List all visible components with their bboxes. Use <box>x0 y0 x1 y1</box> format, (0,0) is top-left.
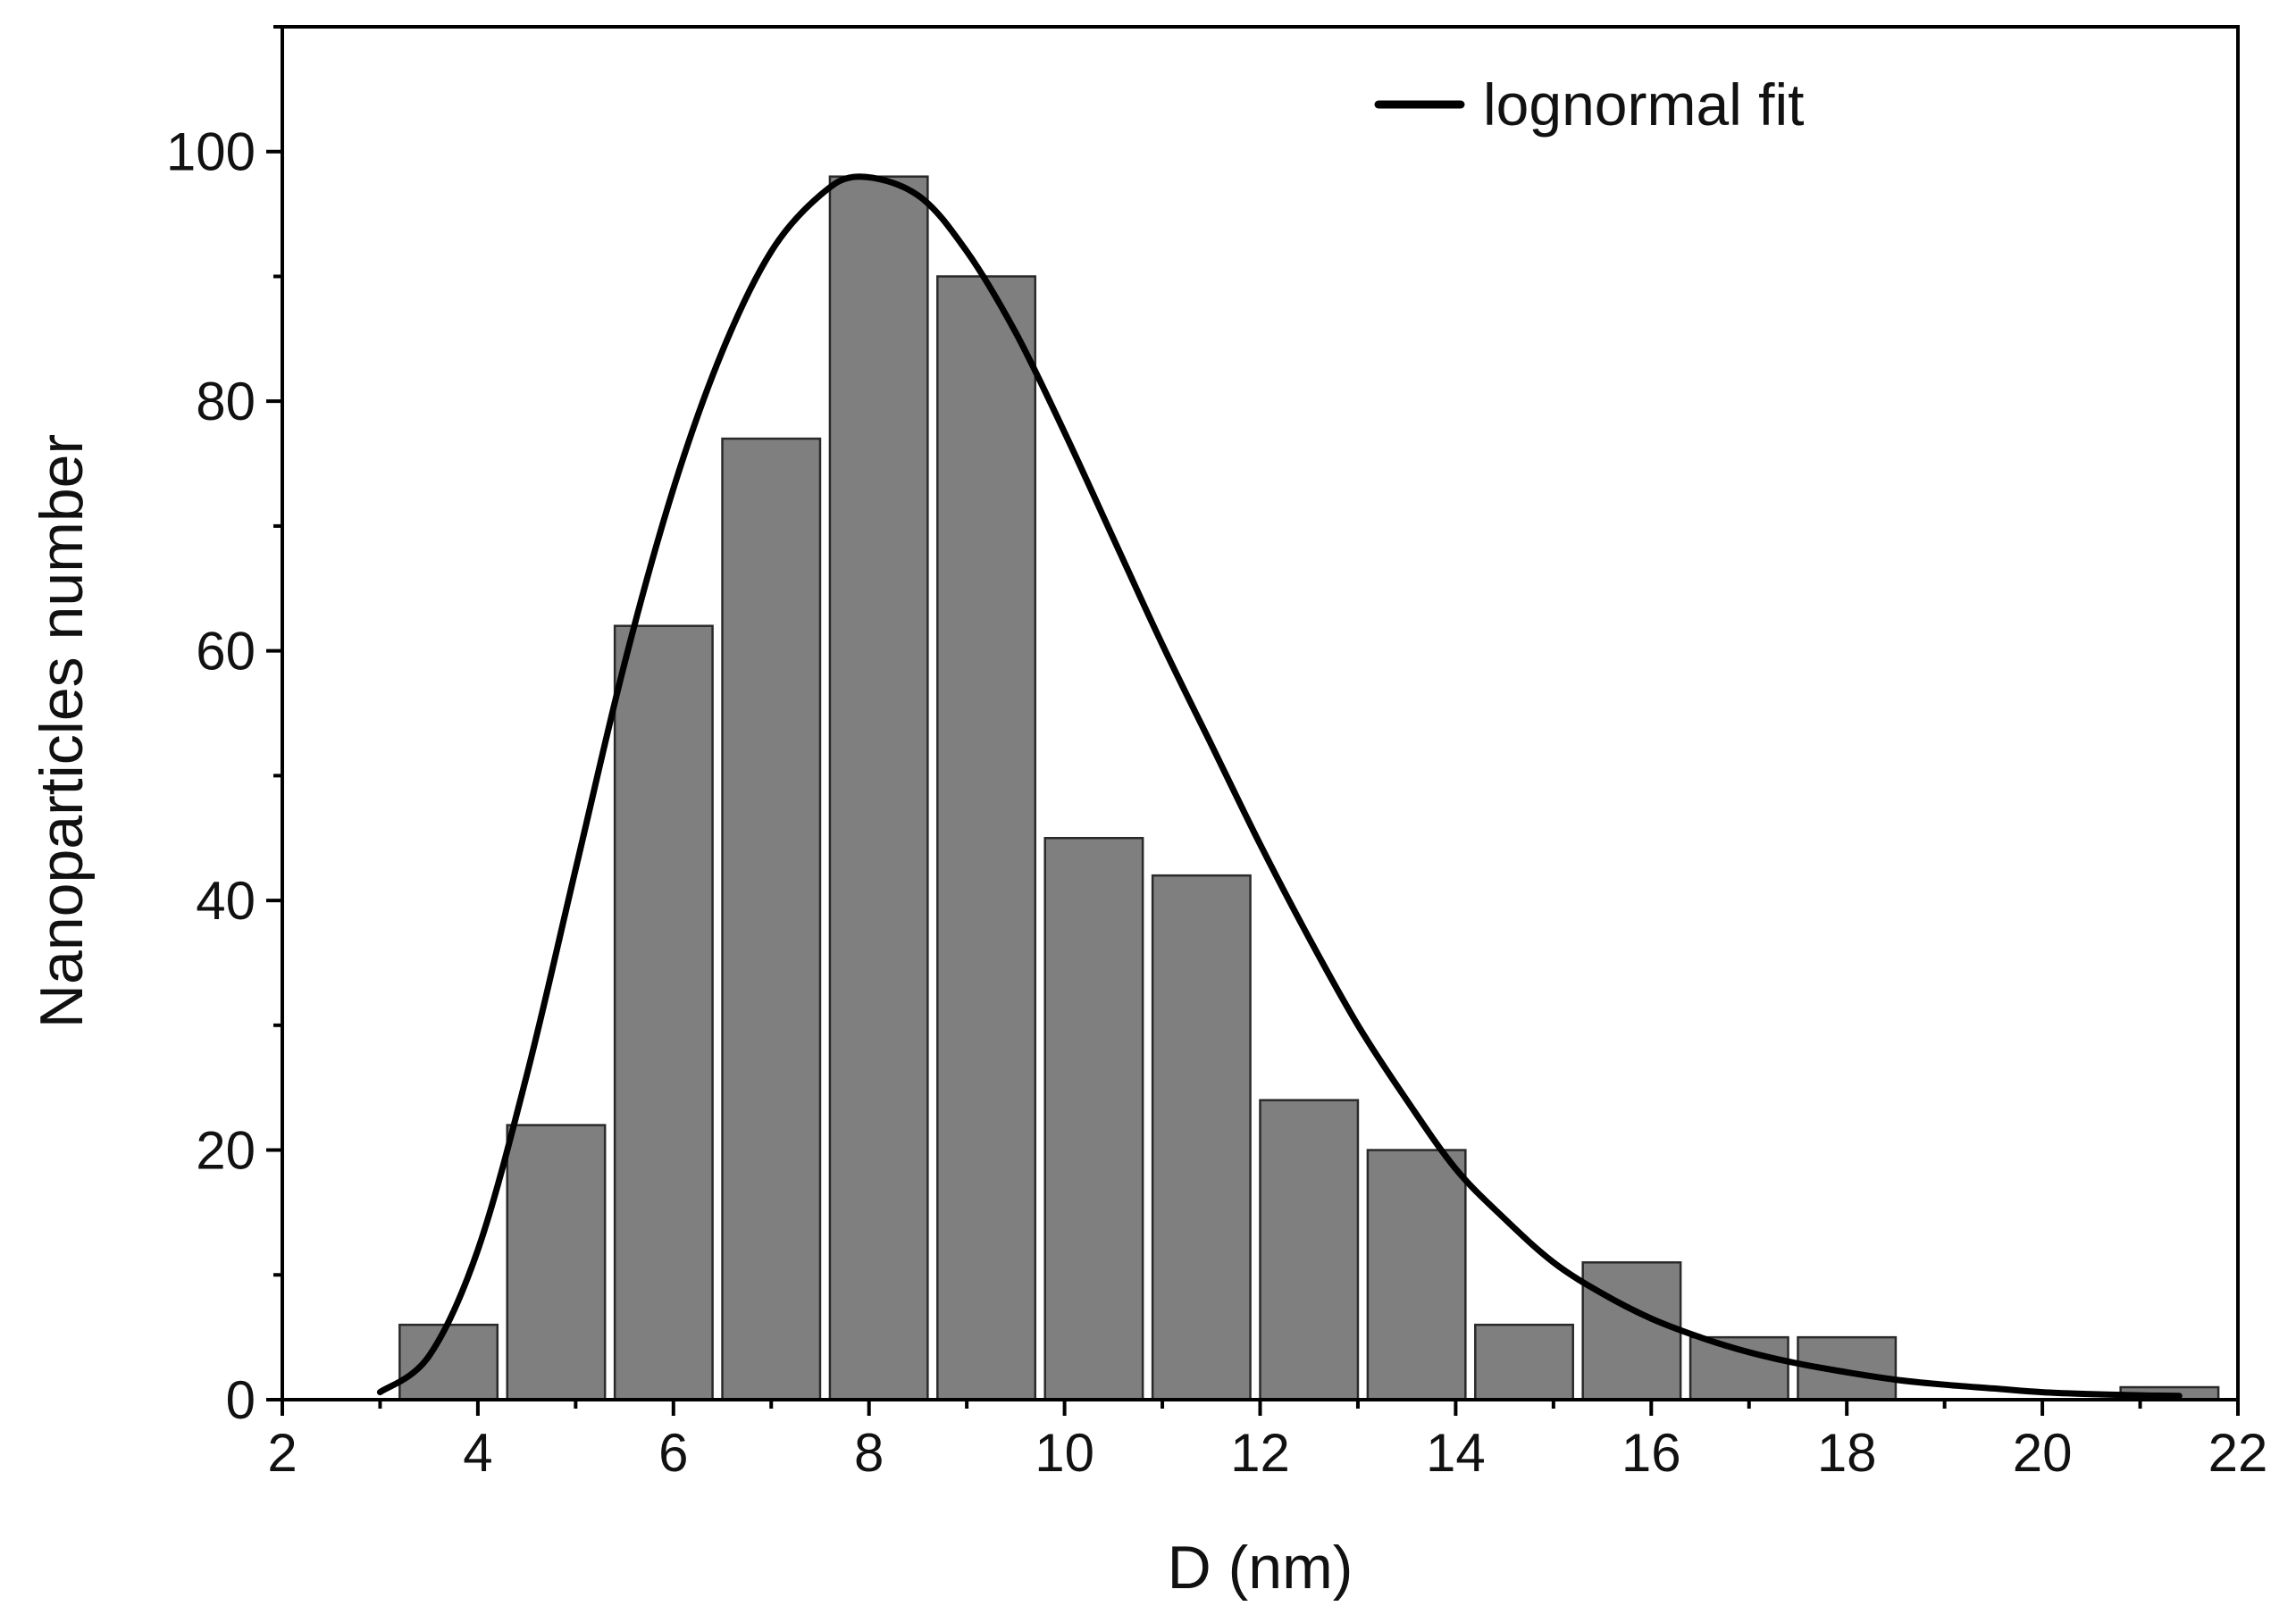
histogram-bar <box>1581 1261 1682 1401</box>
bars-layer <box>398 175 2220 1401</box>
legend-label: lognormal fit <box>1483 71 1805 138</box>
lognormal-fit-curve <box>376 173 2183 1400</box>
histogram-bar <box>506 1124 607 1401</box>
x-tick-label: 22 <box>2208 1423 2268 1483</box>
histogram-bar <box>398 1323 499 1401</box>
x-tick-label: 20 <box>2013 1423 2073 1483</box>
x-axis-tick-labels: 2 4 6 8 10 12 14 16 18 20 22 <box>267 1423 2267 1483</box>
x-tick-label: 10 <box>1035 1423 1094 1483</box>
histogram-bar <box>1151 874 1252 1401</box>
y-tick-label: 20 <box>196 1121 256 1181</box>
histogram-bar <box>1259 1099 1360 1401</box>
x-axis-title: D (nm) <box>1168 1534 1353 1602</box>
x-tick-label: 2 <box>267 1423 297 1483</box>
legend: lognormal fit <box>1374 71 1805 138</box>
histogram-bar <box>1043 836 1144 1401</box>
y-axis-ticks <box>266 25 282 1401</box>
x-tick-label: 12 <box>1230 1423 1290 1483</box>
histogram-bar <box>936 275 1037 1401</box>
y-tick-label: 80 <box>196 372 256 431</box>
histogram-bar <box>613 624 714 1401</box>
y-axis-tick-labels: 0 20 40 60 80 100 <box>166 122 256 1430</box>
x-tick-label: 16 <box>1621 1423 1681 1483</box>
y-tick-label: 40 <box>196 871 256 931</box>
y-axis-title: Nanoparticles number <box>28 434 96 1028</box>
y-tick-label: 100 <box>166 122 256 182</box>
x-tick-label: 6 <box>658 1423 688 1483</box>
y-tick-label: 0 <box>226 1370 256 1430</box>
x-tick-label: 14 <box>1426 1423 1486 1483</box>
histogram-bar <box>828 175 929 1401</box>
x-tick-label: 18 <box>1817 1423 1877 1483</box>
histogram-bar <box>721 437 822 1401</box>
x-axis-ticks <box>281 1400 2240 1416</box>
y-tick-label: 60 <box>196 622 256 682</box>
histogram-bar <box>1366 1149 1467 1401</box>
x-tick-label: 8 <box>854 1423 884 1483</box>
x-tick-label: 4 <box>463 1423 492 1483</box>
histogram-bar <box>1474 1323 1574 1401</box>
